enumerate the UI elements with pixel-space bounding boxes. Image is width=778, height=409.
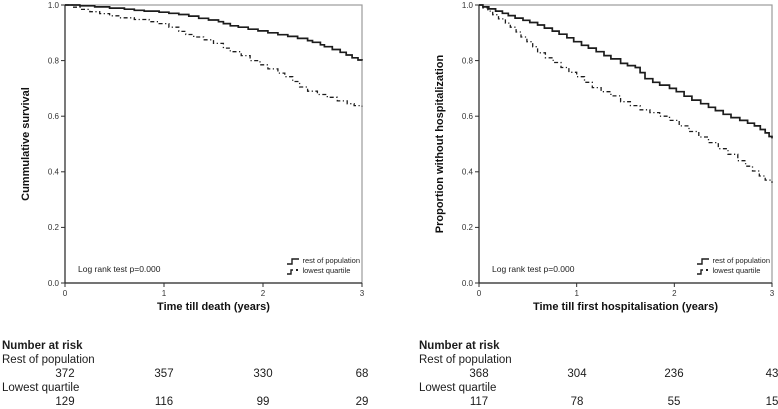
- y-tick-label: 0.0: [462, 279, 474, 288]
- risk-value: 357: [154, 368, 174, 380]
- log-rank-annotation: Log rank test p=0.000: [492, 264, 575, 274]
- y-tick-label: 0.0: [48, 279, 60, 288]
- risk-value: 330: [253, 368, 273, 380]
- risk-value: 78: [570, 396, 584, 408]
- survival-chart: 1.0 0.8 0.6 0.4 0.2 0.00 1 2 3 Cummulative surviv…: [20, 1, 365, 313]
- dash-dot-step-line-icon: [697, 269, 709, 275]
- risk-value: 116: [154, 396, 174, 408]
- y-tick-label: 0.6: [48, 112, 60, 121]
- curve-rest-of-population: [479, 4, 773, 139]
- risk-value: 15: [765, 396, 778, 408]
- risk-value: 236: [664, 368, 684, 380]
- plot-frame: [478, 4, 773, 284]
- solid-step-line-icon: [697, 258, 710, 265]
- risk-value: 372: [55, 368, 75, 380]
- risk-value: 99: [256, 396, 270, 408]
- hospitalisation-chart: 1.0 0.8 0.6 0.4 0.2 0.00 1 2 3 Proportion without…: [434, 1, 775, 313]
- x-tick-label: 3: [770, 289, 775, 298]
- risk-row-label: Rest of population: [2, 354, 95, 366]
- risk-value: 117: [469, 396, 489, 408]
- y-axis-title: Proportion without hospitalization: [434, 55, 446, 234]
- risk-value: 368: [469, 368, 489, 380]
- plot-frame: [64, 4, 363, 284]
- y-tick-label: 1.0: [462, 1, 474, 10]
- x-axis-title: Time till first hospitalisation (years): [533, 301, 718, 313]
- y-tick-label: 1.0: [48, 1, 60, 10]
- risk-value: 68: [355, 368, 369, 380]
- dash-dot-step-line-icon: [287, 269, 299, 275]
- risk-value: 29: [355, 396, 369, 408]
- legend-label: lowest quartile: [712, 266, 761, 275]
- y-tick-label: 0.2: [462, 223, 474, 232]
- risk-row-label: Rest of population: [419, 354, 512, 366]
- x-tick-label: 0: [63, 289, 68, 298]
- risk-table-title: Number at risk: [2, 340, 83, 352]
- legend-death-chart: rest of population lowest quartile: [286, 256, 360, 275]
- risk-value: 304: [567, 368, 587, 380]
- risk-table-title: Number at risk: [419, 340, 500, 352]
- legend-item-rest-of-population: rest of population: [286, 256, 360, 265]
- legend-label: rest of population: [712, 256, 770, 265]
- y-tick-label: 0.6: [462, 112, 474, 121]
- x-tick-label: 0: [477, 289, 482, 298]
- log-rank-annotation: Log rank test p=0.000: [78, 264, 161, 274]
- legend-item-rest-of-population: rest of population: [696, 256, 770, 265]
- curve-rest-of-population: [65, 4, 363, 61]
- x-tick-label: 2: [672, 289, 677, 298]
- y-tick-label: 0.8: [462, 56, 474, 65]
- x-tick-label: 1: [162, 289, 167, 298]
- x-tick-label: 2: [261, 289, 266, 298]
- curve-lowest-quartile: [479, 4, 773, 183]
- risk-row-label: Lowest quartile: [2, 382, 80, 394]
- solid-step-line-icon: [287, 258, 300, 265]
- y-tick-label: 0.8: [48, 56, 60, 65]
- risk-row-label: Lowest quartile: [419, 382, 497, 394]
- legend-hospitalisation-chart: rest of population lowest quartile: [696, 256, 770, 275]
- risk-value: 129: [55, 396, 75, 408]
- risk-value: 55: [667, 396, 681, 408]
- x-tick-label: 3: [360, 289, 365, 298]
- risk-value: 43: [765, 368, 778, 380]
- legend-label: rest of population: [302, 256, 360, 265]
- y-tick-label: 0.4: [462, 168, 474, 177]
- legend-label: lowest quartile: [302, 266, 351, 275]
- legend-item-lowest-quartile: lowest quartile: [696, 266, 770, 275]
- y-tick-label: 0.2: [48, 223, 60, 232]
- y-axis-title: Cummulative survival: [20, 87, 32, 201]
- y-tick-label: 0.4: [48, 168, 60, 177]
- legend-item-lowest-quartile: lowest quartile: [286, 266, 360, 275]
- x-axis-title: Time till death (years): [157, 301, 270, 313]
- curve-lowest-quartile: [65, 4, 363, 107]
- x-tick-label: 1: [574, 289, 579, 298]
